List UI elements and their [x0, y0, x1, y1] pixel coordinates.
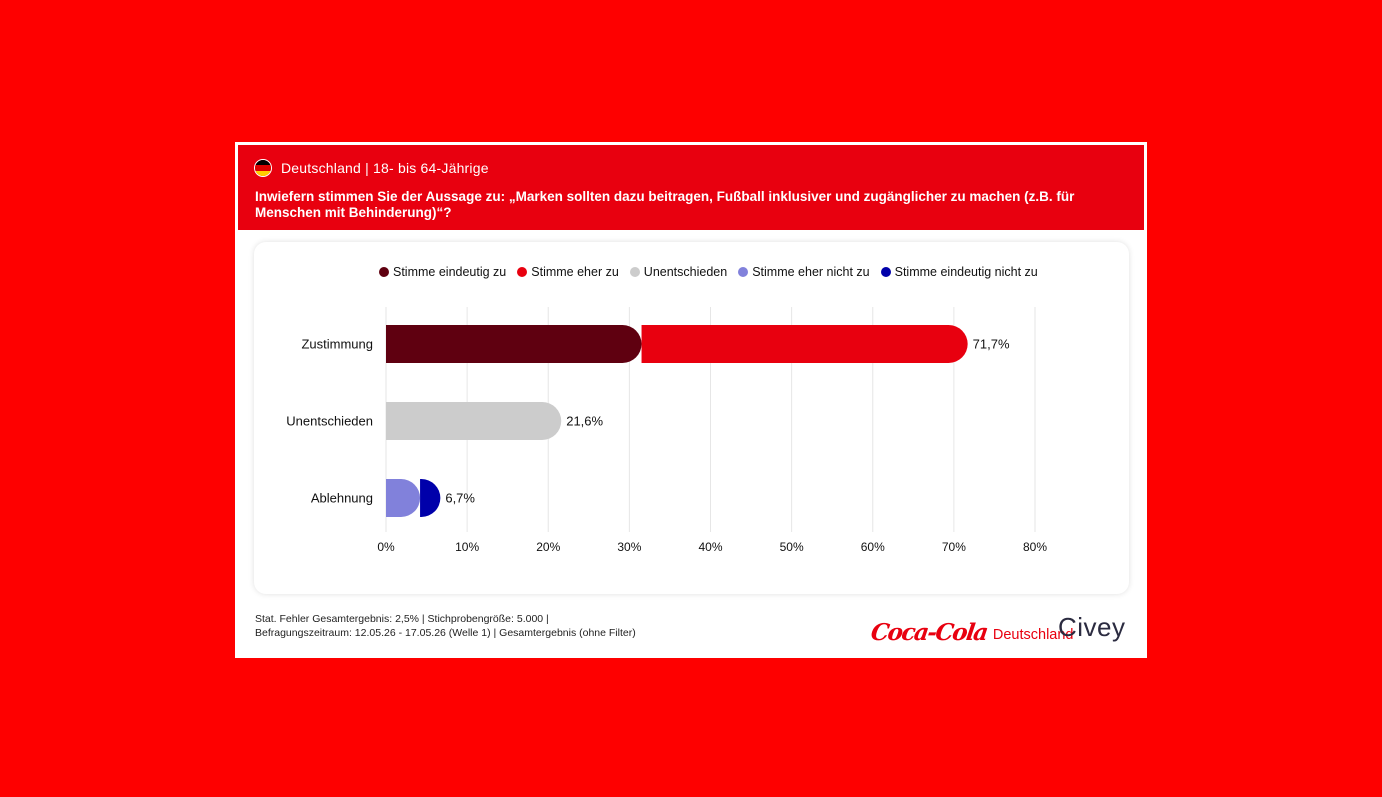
x-tick-label: 20%	[536, 540, 560, 554]
coca-cola-logo: Coca-Cola	[869, 619, 989, 646]
x-tick-label: 30%	[617, 540, 641, 554]
x-tick-label: 0%	[377, 540, 395, 554]
legend-dot-icon	[517, 267, 528, 277]
header-banner: Deutschland | 18- bis 64-Jährige Inwiefe…	[238, 145, 1144, 230]
legend-label: Stimme eindeutig zu	[393, 265, 507, 279]
flag-stripe-gold	[255, 170, 271, 176]
legend-item-1: Stimme eher zu	[517, 265, 619, 279]
footer-line-1: Stat. Fehler Gesamtergebnis: 2,5% | Stic…	[255, 613, 549, 625]
legend-item-2: Unentschieden	[629, 265, 728, 279]
chart-legend: Stimme eindeutig zu Stimme eher zu Unentsc…	[379, 265, 1038, 279]
legend-item-4: Stimme eindeutig nicht zu	[880, 265, 1038, 279]
x-tick-label: 10%	[455, 540, 479, 554]
legend-dot-icon	[880, 267, 891, 277]
chart-panel: Stimme eindeutig zu Stimme eher zu Unentsc…	[254, 242, 1129, 594]
survey-card: Deutschland | 18- bis 64-Jährige Inwiefe…	[235, 142, 1147, 658]
footer-line-2: Befragungszeitraum: 12.05.26 - 17.05.26 …	[255, 626, 636, 639]
bar-segment	[420, 479, 441, 517]
category-label: Ablehnung	[311, 491, 373, 506]
footer-methodology: Stat. Fehler Gesamtergebnis: 2,5% | Stic…	[255, 613, 815, 640]
x-tick-label: 50%	[780, 540, 804, 554]
category-label: Zustimmung	[301, 337, 373, 352]
bar-segment	[386, 325, 642, 363]
coca-cola-sub: Deutschland	[992, 627, 1074, 643]
x-tick-label: 70%	[942, 540, 966, 554]
bar-chart: 0% 10% 20% 30% 40% 50% 60% 70% 80% Zustimmung 71,7…	[286, 307, 1047, 554]
bar-segment	[386, 402, 562, 440]
legend-label: Unentschieden	[643, 265, 728, 279]
legend-item-3: Stimme eher nicht zu	[738, 265, 870, 279]
legend-label: Stimme eher zu	[531, 265, 619, 279]
legend-label: Stimme eher nicht zu	[752, 265, 870, 279]
legend-label: Stimme eindeutig nicht zu	[894, 265, 1038, 279]
x-tick-label: 80%	[1023, 540, 1047, 554]
civey-logo: Civey	[1058, 612, 1126, 642]
data-label: 6,7%	[445, 491, 475, 506]
legend-dot-icon	[629, 267, 640, 277]
flag-stripe-black	[255, 160, 271, 166]
flag-stripe-red	[255, 165, 271, 171]
x-tick-label: 60%	[861, 540, 885, 554]
data-label: 71,7%	[973, 337, 1010, 352]
x-tick-label: 40%	[698, 540, 722, 554]
bar-segment	[386, 479, 421, 517]
survey-question: Inwiefern stimmen Sie der Aussage zu: „M…	[255, 189, 1075, 220]
category-label: Unentschieden	[286, 414, 373, 429]
bar-segment	[641, 325, 968, 363]
data-label: 21,6%	[566, 414, 603, 429]
legend-item-0: Stimme eindeutig zu	[379, 265, 506, 279]
legend-dot-icon	[738, 267, 749, 277]
germany-flag-icon	[254, 159, 272, 177]
region-label: Deutschland | 18- bis 64-Jährige	[281, 160, 489, 176]
coca-cola-brand: Coca-Cola Deutschland	[869, 608, 1074, 646]
legend-dot-icon	[379, 267, 389, 277]
